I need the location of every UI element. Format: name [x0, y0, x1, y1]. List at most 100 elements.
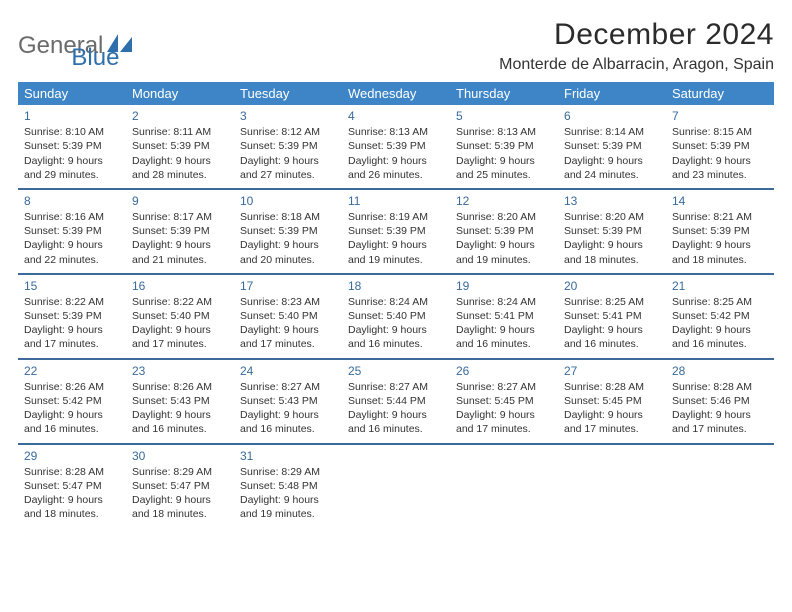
day-number: 9 [132, 193, 228, 209]
sunset-line: Sunset: 5:48 PM [240, 479, 336, 493]
calendar-cell: 22Sunrise: 8:26 AMSunset: 5:42 PMDayligh… [18, 359, 126, 444]
day-number: 11 [348, 193, 444, 209]
calendar-cell-empty [666, 444, 774, 528]
daylight-line: Daylight: 9 hours and 22 minutes. [24, 238, 120, 266]
calendar-cell: 18Sunrise: 8:24 AMSunset: 5:40 PMDayligh… [342, 274, 450, 359]
calendar-cell: 8Sunrise: 8:16 AMSunset: 5:39 PMDaylight… [18, 189, 126, 274]
day-number: 24 [240, 363, 336, 379]
calendar-cell: 20Sunrise: 8:25 AMSunset: 5:41 PMDayligh… [558, 274, 666, 359]
daylight-line: Daylight: 9 hours and 23 minutes. [672, 154, 768, 182]
sunrise-line: Sunrise: 8:13 AM [348, 125, 444, 139]
weekday-header: Tuesday [234, 82, 342, 105]
day-number: 1 [24, 108, 120, 124]
sunset-line: Sunset: 5:39 PM [24, 224, 120, 238]
calendar-cell: 16Sunrise: 8:22 AMSunset: 5:40 PMDayligh… [126, 274, 234, 359]
daylight-line: Daylight: 9 hours and 27 minutes. [240, 154, 336, 182]
sunrise-line: Sunrise: 8:27 AM [456, 380, 552, 394]
daylight-line: Daylight: 9 hours and 17 minutes. [672, 408, 768, 436]
sunset-line: Sunset: 5:40 PM [240, 309, 336, 323]
sunrise-line: Sunrise: 8:10 AM [24, 125, 120, 139]
sunrise-line: Sunrise: 8:13 AM [456, 125, 552, 139]
sunrise-line: Sunrise: 8:23 AM [240, 295, 336, 309]
sunrise-line: Sunrise: 8:12 AM [240, 125, 336, 139]
day-number: 10 [240, 193, 336, 209]
calendar-week-row: 1Sunrise: 8:10 AMSunset: 5:39 PMDaylight… [18, 105, 774, 189]
sunset-line: Sunset: 5:39 PM [24, 309, 120, 323]
sunrise-line: Sunrise: 8:28 AM [564, 380, 660, 394]
location-text: Monterde de Albarracin, Aragon, Spain [499, 56, 774, 74]
calendar-cell: 9Sunrise: 8:17 AMSunset: 5:39 PMDaylight… [126, 189, 234, 274]
daylight-line: Daylight: 9 hours and 19 minutes. [240, 493, 336, 521]
day-number: 21 [672, 278, 768, 294]
day-number: 7 [672, 108, 768, 124]
day-number: 29 [24, 448, 120, 464]
calendar-cell: 30Sunrise: 8:29 AMSunset: 5:47 PMDayligh… [126, 444, 234, 528]
sunset-line: Sunset: 5:39 PM [132, 224, 228, 238]
daylight-line: Daylight: 9 hours and 17 minutes. [564, 408, 660, 436]
sunset-line: Sunset: 5:39 PM [240, 224, 336, 238]
calendar-cell-empty [342, 444, 450, 528]
sunrise-line: Sunrise: 8:25 AM [564, 295, 660, 309]
calendar-cell: 23Sunrise: 8:26 AMSunset: 5:43 PMDayligh… [126, 359, 234, 444]
calendar-week-row: 8Sunrise: 8:16 AMSunset: 5:39 PMDaylight… [18, 189, 774, 274]
calendar-cell: 29Sunrise: 8:28 AMSunset: 5:47 PMDayligh… [18, 444, 126, 528]
month-title: December 2024 [499, 18, 774, 52]
day-number: 22 [24, 363, 120, 379]
daylight-line: Daylight: 9 hours and 16 minutes. [564, 323, 660, 351]
weekday-header: Thursday [450, 82, 558, 105]
calendar-cell: 27Sunrise: 8:28 AMSunset: 5:45 PMDayligh… [558, 359, 666, 444]
sunrise-line: Sunrise: 8:21 AM [672, 210, 768, 224]
sunrise-line: Sunrise: 8:28 AM [24, 465, 120, 479]
day-number: 18 [348, 278, 444, 294]
day-number: 15 [24, 278, 120, 294]
sunrise-line: Sunrise: 8:16 AM [24, 210, 120, 224]
weekday-header: Friday [558, 82, 666, 105]
sunset-line: Sunset: 5:39 PM [456, 139, 552, 153]
day-number: 19 [456, 278, 552, 294]
sunrise-line: Sunrise: 8:26 AM [132, 380, 228, 394]
sunset-line: Sunset: 5:43 PM [240, 394, 336, 408]
sunrise-line: Sunrise: 8:20 AM [456, 210, 552, 224]
sunrise-line: Sunrise: 8:29 AM [132, 465, 228, 479]
weekday-header: Monday [126, 82, 234, 105]
daylight-line: Daylight: 9 hours and 24 minutes. [564, 154, 660, 182]
sunset-line: Sunset: 5:43 PM [132, 394, 228, 408]
sunset-line: Sunset: 5:40 PM [348, 309, 444, 323]
sunset-line: Sunset: 5:42 PM [672, 309, 768, 323]
sunset-line: Sunset: 5:39 PM [240, 139, 336, 153]
sunrise-line: Sunrise: 8:24 AM [456, 295, 552, 309]
sunrise-line: Sunrise: 8:25 AM [672, 295, 768, 309]
day-number: 27 [564, 363, 660, 379]
sunrise-line: Sunrise: 8:22 AM [132, 295, 228, 309]
calendar-cell: 24Sunrise: 8:27 AMSunset: 5:43 PMDayligh… [234, 359, 342, 444]
calendar-cell: 13Sunrise: 8:20 AMSunset: 5:39 PMDayligh… [558, 189, 666, 274]
sunrise-line: Sunrise: 8:22 AM [24, 295, 120, 309]
sunrise-line: Sunrise: 8:17 AM [132, 210, 228, 224]
day-number: 13 [564, 193, 660, 209]
calendar-cell: 10Sunrise: 8:18 AMSunset: 5:39 PMDayligh… [234, 189, 342, 274]
day-number: 16 [132, 278, 228, 294]
daylight-line: Daylight: 9 hours and 18 minutes. [672, 238, 768, 266]
weekday-header: Saturday [666, 82, 774, 105]
day-number: 5 [456, 108, 552, 124]
daylight-line: Daylight: 9 hours and 16 minutes. [672, 323, 768, 351]
daylight-line: Daylight: 9 hours and 18 minutes. [24, 493, 120, 521]
calendar-week-row: 29Sunrise: 8:28 AMSunset: 5:47 PMDayligh… [18, 444, 774, 528]
day-number: 4 [348, 108, 444, 124]
daylight-line: Daylight: 9 hours and 16 minutes. [348, 323, 444, 351]
sunrise-line: Sunrise: 8:15 AM [672, 125, 768, 139]
logo-text-blue: Blue [71, 44, 119, 72]
sunset-line: Sunset: 5:39 PM [564, 139, 660, 153]
sunset-line: Sunset: 5:39 PM [672, 224, 768, 238]
calendar-week-row: 22Sunrise: 8:26 AMSunset: 5:42 PMDayligh… [18, 359, 774, 444]
calendar-cell: 28Sunrise: 8:28 AMSunset: 5:46 PMDayligh… [666, 359, 774, 444]
header-bar: General Blue December 2024 Monterde de A… [18, 12, 774, 74]
weekday-header: Wednesday [342, 82, 450, 105]
day-number: 6 [564, 108, 660, 124]
day-number: 8 [24, 193, 120, 209]
calendar-cell: 12Sunrise: 8:20 AMSunset: 5:39 PMDayligh… [450, 189, 558, 274]
daylight-line: Daylight: 9 hours and 17 minutes. [24, 323, 120, 351]
day-number: 14 [672, 193, 768, 209]
sunrise-line: Sunrise: 8:26 AM [24, 380, 120, 394]
daylight-line: Daylight: 9 hours and 16 minutes. [456, 323, 552, 351]
